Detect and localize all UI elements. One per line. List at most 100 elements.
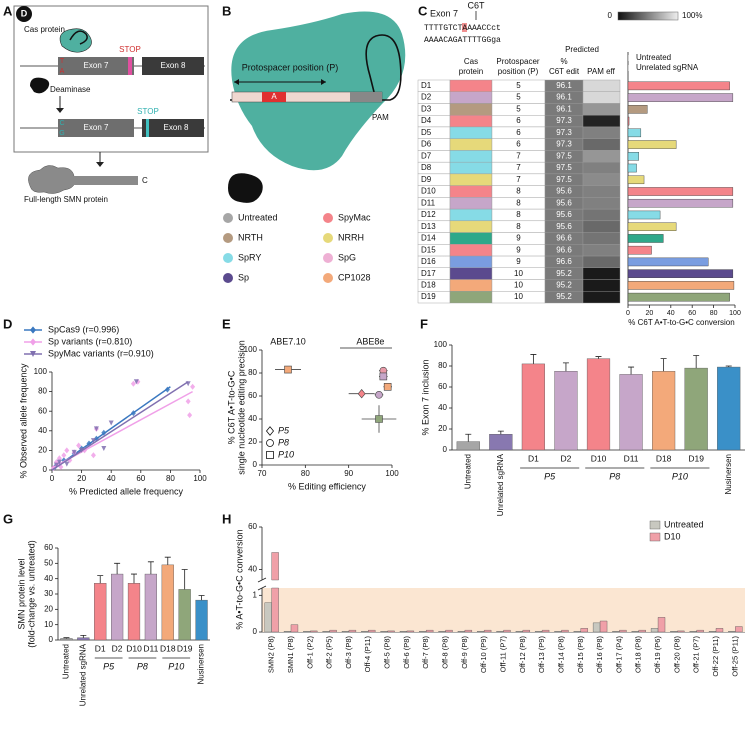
row-name: D1 [421, 81, 432, 90]
pam-eff [582, 91, 621, 104]
predicted: 97.3 [556, 128, 572, 137]
x-tick-label: Off-10 (P9) [479, 636, 488, 673]
bar [627, 93, 734, 102]
exon8 [142, 57, 204, 75]
legend-marker [266, 439, 274, 447]
point [130, 380, 136, 387]
control-label: Untreated [636, 53, 671, 62]
row-name: D3 [421, 104, 432, 113]
legend-swatch [323, 253, 333, 263]
label: C6T [467, 0, 485, 10]
predicted: 95.2 [556, 281, 572, 290]
bar [627, 234, 664, 243]
pam-eff [582, 208, 621, 222]
x-axis-label: % Predicted allele frequency [69, 486, 184, 496]
x-tick-label: Off-11 (P7) [498, 636, 507, 673]
annotation: ABE8e [356, 336, 384, 346]
x-tick-label: D18 [656, 453, 672, 463]
x-tick-label: 20 [646, 310, 654, 317]
bar [627, 105, 648, 114]
bar [627, 163, 637, 173]
point [64, 447, 70, 454]
row-name: D18 [421, 281, 436, 290]
shade [262, 588, 745, 632]
bar [657, 617, 666, 633]
position: 7 [516, 163, 521, 172]
x-tick-label: Off-12 (P8) [518, 636, 527, 673]
panel-letter: G [3, 511, 13, 526]
x-tick-label: 100 [729, 310, 741, 317]
x-tick-label: Off-8 (P8) [441, 636, 450, 669]
bar [627, 152, 639, 161]
x-tick-label: 70 [258, 469, 267, 478]
row-name: D16 [421, 257, 436, 266]
x-tick-label: Unrelated sgRNA [78, 643, 87, 706]
predicted: 97.5 [556, 163, 572, 172]
bar [496, 631, 504, 633]
y-tick-label: 80 [438, 361, 447, 370]
error-bar [530, 354, 537, 364]
y-tick-label: 60 [248, 522, 257, 531]
bar [627, 210, 661, 220]
y-tick-label: 20 [438, 424, 447, 433]
bar [670, 631, 678, 633]
y-tick-label: 20 [248, 437, 257, 446]
legend-marker [30, 338, 36, 346]
point [375, 391, 383, 399]
y-tick-label: 40 [248, 414, 257, 423]
cas-shape [59, 28, 92, 53]
x-tick-label: Off-4 (P11) [363, 636, 372, 673]
guide-rna [230, 34, 402, 101]
legend-label: Untreated [238, 212, 278, 222]
bar [322, 631, 330, 633]
y-tick-label: 80 [38, 387, 47, 396]
arrow-head [56, 108, 64, 113]
x-tick-label: D11 [143, 643, 158, 653]
x-axis-label: % C6T A•T-to-G•C conversion [628, 318, 734, 327]
bar [489, 434, 513, 451]
x-tick-label: Off-15 (P8) [576, 636, 585, 673]
point [64, 461, 70, 467]
row-name: D11 [421, 198, 436, 207]
cas-color [449, 185, 493, 198]
bar [387, 630, 395, 633]
position: 5 [516, 93, 521, 102]
break [257, 577, 267, 583]
predicted: 95.2 [556, 292, 572, 301]
predicted: 96.6 [556, 257, 572, 266]
row-name: D8 [421, 163, 432, 172]
control-label: Unrelated sgRNA [636, 63, 699, 72]
error-bar [164, 556, 171, 565]
error-bar [465, 433, 472, 442]
error-bar [181, 569, 188, 590]
bar [283, 631, 292, 633]
bar [650, 628, 659, 633]
bar [684, 367, 708, 451]
cas-color [449, 91, 493, 104]
error-bar [80, 635, 87, 638]
cas-color [449, 103, 493, 116]
bar [631, 631, 639, 633]
bar [627, 128, 642, 138]
bar [627, 281, 735, 290]
protein-tail [72, 176, 138, 185]
panel-letter: A [3, 3, 13, 18]
y-axis-label: SMN protein level [16, 558, 26, 629]
error-bar [725, 365, 732, 368]
point [133, 379, 139, 385]
row-name: D12 [421, 210, 436, 219]
x-tick-label: D2 [561, 453, 572, 463]
bar [638, 629, 646, 633]
position: 9 [516, 257, 521, 266]
pam-eff [582, 161, 621, 175]
label: STOP [119, 45, 141, 54]
stop-mark [128, 57, 132, 75]
label: Exon 8 [161, 61, 186, 70]
x-tick-label: 60 [136, 474, 145, 483]
error-bar [595, 356, 602, 359]
predicted: 96.1 [556, 93, 572, 102]
group-label: P5 [103, 661, 115, 671]
x-tick-label: Off-6 (P8) [402, 636, 411, 669]
legend-label: NRRH [338, 232, 364, 242]
bar [580, 628, 588, 633]
